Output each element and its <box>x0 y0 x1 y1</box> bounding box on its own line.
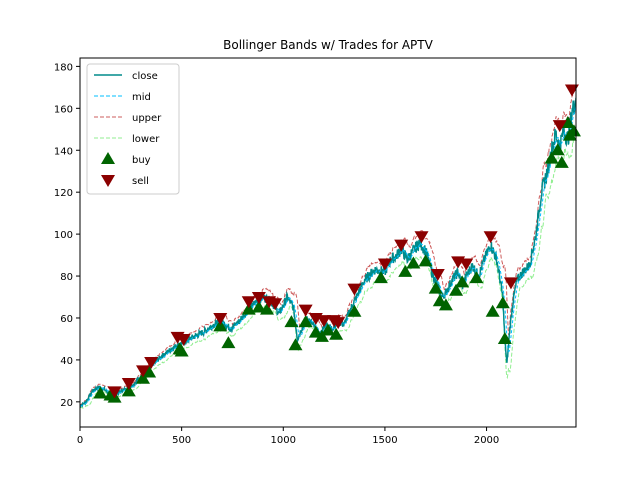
buy-marker <box>398 264 413 277</box>
buy-marker <box>298 315 313 328</box>
buy-marker <box>136 371 151 384</box>
y-tick-label: 140 <box>54 146 73 157</box>
sell-marker <box>394 239 409 252</box>
sell-marker <box>121 377 136 390</box>
sell-marker <box>251 292 266 305</box>
y-tick-label: 20 <box>60 398 73 409</box>
buy-marker <box>288 338 303 351</box>
legend-swatch-sell <box>101 175 115 187</box>
x-tick-label: 1500 <box>372 435 397 446</box>
buy-marker <box>213 319 228 332</box>
y-tick-label: 160 <box>54 104 73 115</box>
sell-marker <box>503 277 518 290</box>
sell-marker <box>241 296 256 309</box>
sell-marker <box>347 283 362 296</box>
chart-title: Bollinger Bands w/ Trades for APTV <box>223 38 433 52</box>
sell-marker <box>176 333 191 346</box>
lower-band-line <box>80 124 576 409</box>
sell-marker <box>213 312 228 325</box>
buy-marker <box>550 143 565 156</box>
buy-marker <box>485 304 500 317</box>
buy-marker <box>544 151 559 164</box>
legend-label-lower: lower <box>132 134 160 145</box>
sell-marker <box>414 231 429 244</box>
legend-swatch-buy <box>101 152 115 164</box>
buy-marker <box>221 336 236 349</box>
sell-marker <box>430 268 445 281</box>
buy-marker <box>455 275 470 288</box>
buy-marker <box>418 254 433 267</box>
buy-marker <box>121 384 136 397</box>
sell-marker <box>459 258 474 271</box>
markers-layer <box>93 84 581 403</box>
buy-marker <box>260 302 275 315</box>
y-tick-label: 80 <box>60 272 73 283</box>
buy-marker <box>241 302 256 315</box>
legend: close mid upper lower buy sell <box>86 63 180 195</box>
y-axis: 20 40 60 80 100 120 140 160 180 <box>54 62 80 409</box>
buy-marker <box>566 124 581 137</box>
buy-marker <box>497 331 512 344</box>
sell-marker <box>552 120 567 133</box>
legend-label-mid: mid <box>132 92 151 103</box>
buy-marker <box>554 155 569 168</box>
y-tick-label: 120 <box>54 188 73 199</box>
x-tick-label: 500 <box>172 435 191 446</box>
buy-marker <box>347 304 362 317</box>
buy-marker <box>373 271 388 284</box>
sell-marker <box>316 315 331 328</box>
legend-label-sell: sell <box>132 176 149 187</box>
buy-marker <box>406 256 421 269</box>
sell-marker <box>136 365 151 378</box>
buy-marker <box>284 315 299 328</box>
legend-label-upper: upper <box>132 113 162 124</box>
sell-marker <box>483 231 498 244</box>
y-tick-label: 40 <box>60 356 73 367</box>
legend-label-buy: buy <box>132 155 151 166</box>
buy-marker <box>329 327 344 340</box>
buy-marker <box>495 296 510 309</box>
buy-marker <box>469 271 484 284</box>
y-tick-label: 60 <box>60 314 73 325</box>
buy-marker <box>251 300 266 313</box>
sell-marker <box>107 386 122 399</box>
buy-marker <box>428 281 443 294</box>
sell-marker <box>144 357 159 370</box>
x-tick-label: 0 <box>77 435 83 446</box>
buy-marker <box>93 386 108 399</box>
y-tick-label: 100 <box>54 230 73 241</box>
mid-band-line <box>80 106 576 407</box>
y-tick-label: 180 <box>54 62 73 73</box>
buy-marker <box>560 115 575 128</box>
sell-marker <box>564 84 579 97</box>
x-tick-label: 1000 <box>271 435 296 446</box>
legend-box <box>86 63 180 195</box>
plot-frame <box>79 57 577 428</box>
buy-marker <box>314 329 329 342</box>
sell-marker <box>268 298 283 311</box>
sell-marker <box>331 317 346 330</box>
buy-marker <box>449 283 464 296</box>
sell-marker <box>298 304 313 317</box>
x-tick-label: 2000 <box>474 435 499 446</box>
buy-marker <box>321 323 335 336</box>
x-axis: 0 500 1000 1500 2000 <box>77 427 499 446</box>
sell-marker <box>377 258 392 271</box>
buy-marker <box>438 298 453 311</box>
buy-marker <box>142 365 157 378</box>
legend-label-close: close <box>132 71 158 82</box>
buy-marker <box>174 344 189 357</box>
